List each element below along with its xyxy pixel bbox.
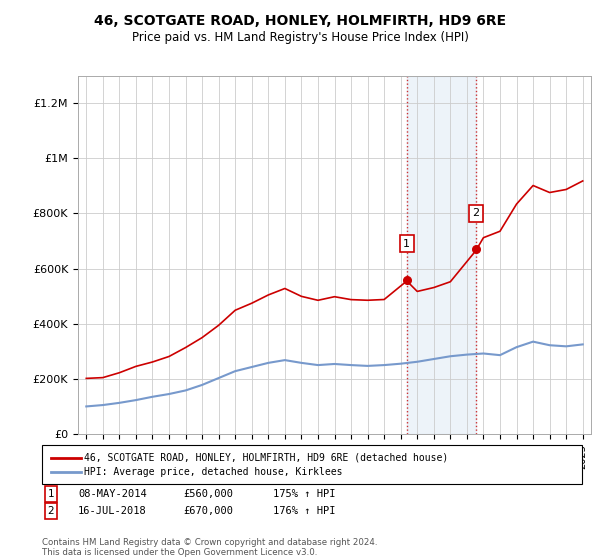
Text: £560,000: £560,000 (183, 489, 233, 499)
Text: 2: 2 (472, 208, 479, 218)
Text: 08-MAY-2014: 08-MAY-2014 (78, 489, 147, 499)
Text: Contains HM Land Registry data © Crown copyright and database right 2024.
This d: Contains HM Land Registry data © Crown c… (42, 538, 377, 557)
Text: Price paid vs. HM Land Registry's House Price Index (HPI): Price paid vs. HM Land Registry's House … (131, 31, 469, 44)
Text: 1: 1 (403, 239, 410, 249)
Text: £670,000: £670,000 (183, 506, 233, 516)
Text: 46, SCOTGATE ROAD, HONLEY, HOLMFIRTH, HD9 6RE: 46, SCOTGATE ROAD, HONLEY, HOLMFIRTH, HD… (94, 14, 506, 28)
Text: 2: 2 (47, 506, 55, 516)
Bar (407, 76, 476, 434)
Text: 16-JUL-2018: 16-JUL-2018 (78, 506, 147, 516)
Text: 176% ↑ HPI: 176% ↑ HPI (273, 506, 335, 516)
Text: 1: 1 (47, 489, 55, 499)
Text: 46, SCOTGATE ROAD, HONLEY, HOLMFIRTH, HD9 6RE (detached house): 46, SCOTGATE ROAD, HONLEY, HOLMFIRTH, HD… (84, 452, 448, 463)
Text: 175% ↑ HPI: 175% ↑ HPI (273, 489, 335, 499)
Text: HPI: Average price, detached house, Kirklees: HPI: Average price, detached house, Kirk… (84, 467, 343, 477)
